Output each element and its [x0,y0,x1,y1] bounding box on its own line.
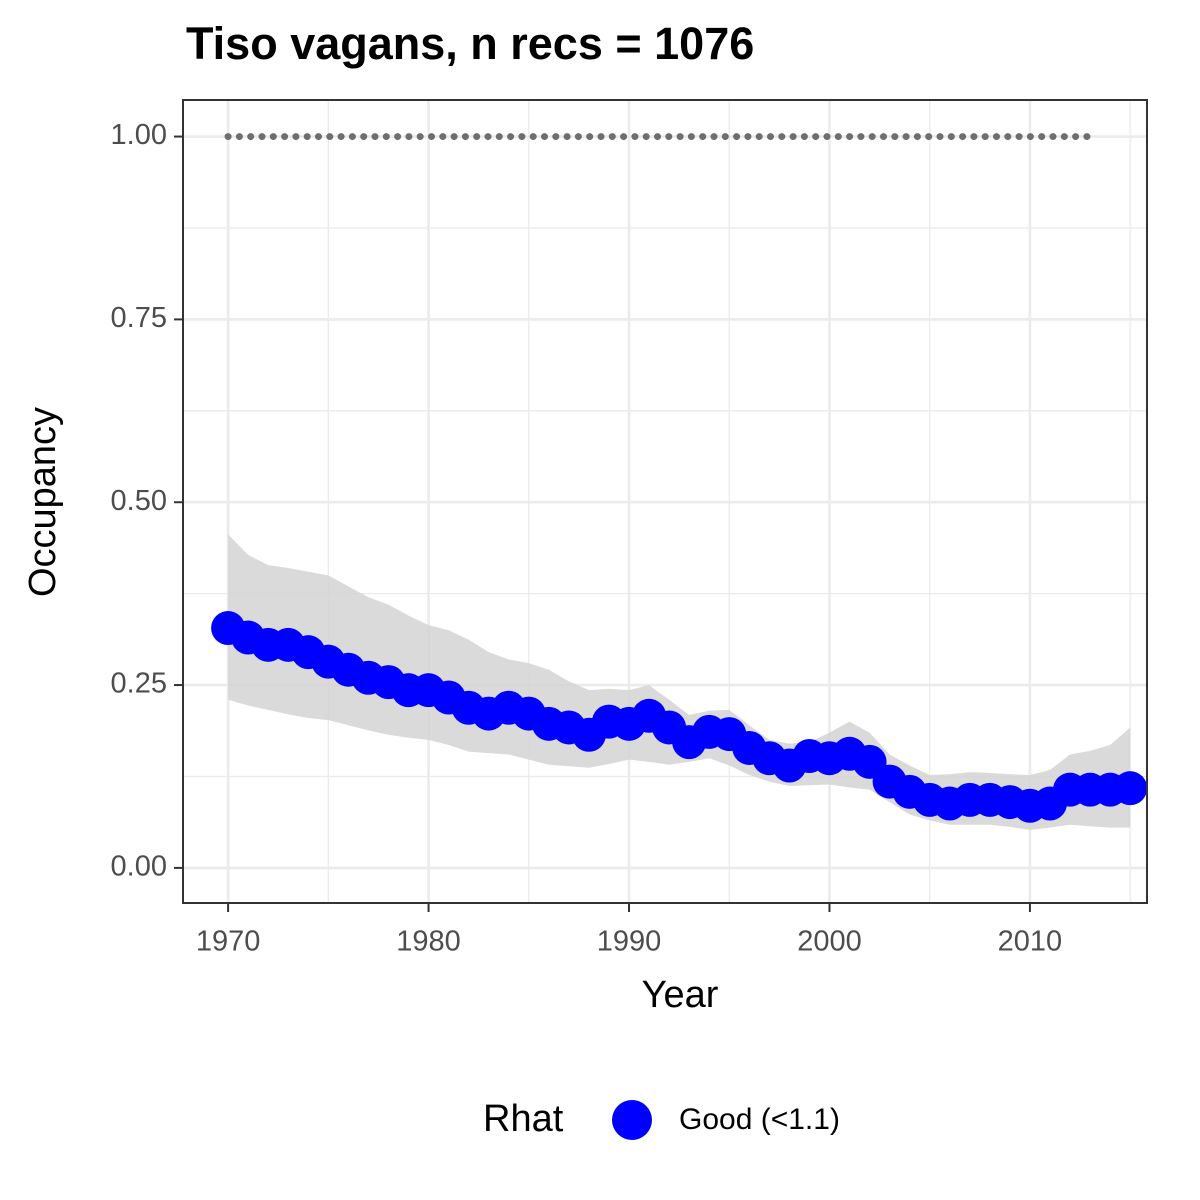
x-tick-label: 1970 [196,926,261,958]
x-tick-label: 2000 [797,926,862,958]
y-tick-label: 0.50 [111,485,167,517]
chart-title: Tiso vagans, n recs = 1076 [186,18,754,69]
legend-label: Good (<1.1) [679,1103,840,1136]
data-point [1113,771,1148,806]
x-tick-label: 1980 [396,926,461,958]
y-tick-label: 1.00 [111,119,167,151]
x-tick-label: 2010 [998,926,1063,958]
x-tick-label: 1990 [597,926,662,958]
y-tick-label: 0.25 [111,668,167,700]
panel-border [182,99,1148,904]
y-tick-label: 0.00 [111,851,167,883]
legend-marker [612,1100,652,1140]
legend-title: Rhat [483,1098,564,1140]
x-axis-title: Year [642,974,719,1016]
y-tick-label: 0.75 [111,302,167,334]
y-axis-title: Occupancy [22,407,64,597]
